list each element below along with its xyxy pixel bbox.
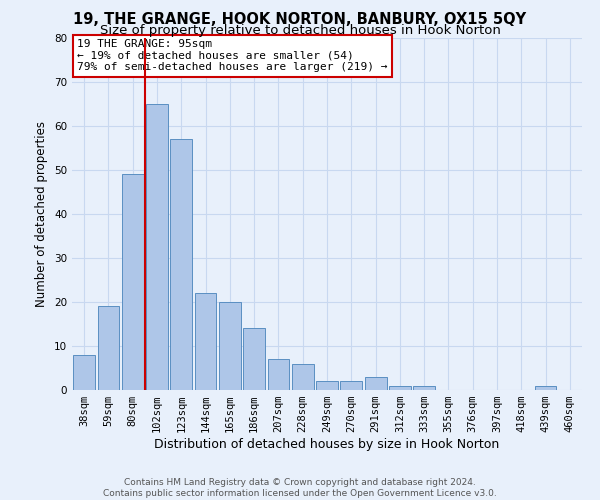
- Bar: [170, 139, 192, 390]
- Bar: [219, 302, 241, 390]
- X-axis label: Distribution of detached houses by size in Hook Norton: Distribution of detached houses by size …: [154, 438, 500, 451]
- Bar: [97, 306, 119, 390]
- Text: 19, THE GRANGE, HOOK NORTON, BANBURY, OX15 5QY: 19, THE GRANGE, HOOK NORTON, BANBURY, OX…: [73, 12, 527, 28]
- Bar: [316, 381, 338, 390]
- Bar: [413, 386, 435, 390]
- Bar: [292, 364, 314, 390]
- Text: Contains HM Land Registry data © Crown copyright and database right 2024.
Contai: Contains HM Land Registry data © Crown c…: [103, 478, 497, 498]
- Bar: [389, 386, 411, 390]
- Bar: [535, 386, 556, 390]
- Bar: [340, 381, 362, 390]
- Text: Size of property relative to detached houses in Hook Norton: Size of property relative to detached ho…: [100, 24, 500, 37]
- Bar: [243, 328, 265, 390]
- Text: 19 THE GRANGE: 95sqm
← 19% of detached houses are smaller (54)
79% of semi-detac: 19 THE GRANGE: 95sqm ← 19% of detached h…: [77, 40, 388, 72]
- Bar: [73, 355, 95, 390]
- Bar: [146, 104, 168, 390]
- Bar: [194, 293, 217, 390]
- Bar: [365, 377, 386, 390]
- Bar: [122, 174, 143, 390]
- Y-axis label: Number of detached properties: Number of detached properties: [35, 120, 49, 306]
- Bar: [268, 359, 289, 390]
